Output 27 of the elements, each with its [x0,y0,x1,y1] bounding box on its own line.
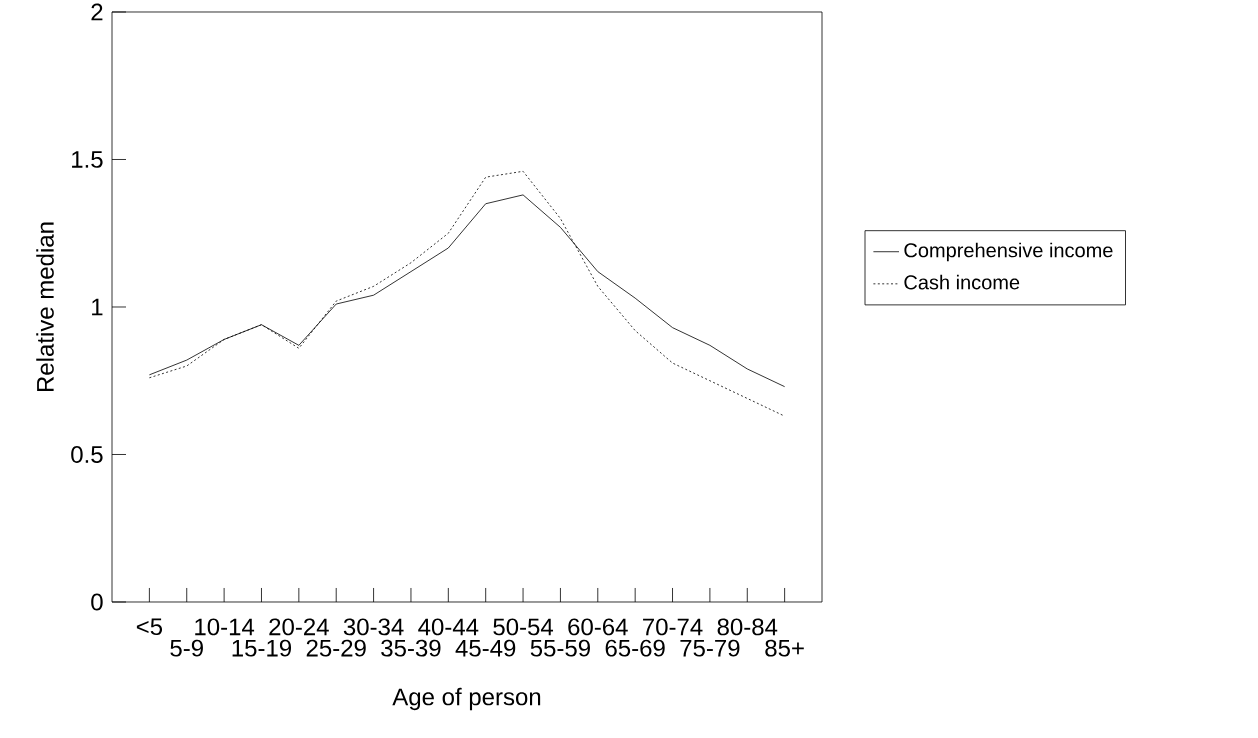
x-tick-label: 5-9 [170,639,203,657]
y-tick-label: 0 [91,593,103,611]
x-tick-label: 80-84 [717,618,778,636]
x-axis-title: Age of person [392,687,541,711]
x-tick-label: <5 [136,618,163,636]
legend-label: Cash income [904,274,1020,290]
x-tick-label: 65-69 [605,639,665,657]
legend-label: Comprehensive income [904,242,1113,262]
x-tick-label: 55-59 [530,639,590,657]
x-tick-label: 50-54 [493,618,554,636]
x-tick-label: 20-24 [269,618,329,636]
x-tick-label: 40-44 [418,618,479,636]
x-tick-label: 25-29 [306,639,366,657]
x-tick-label: 60-64 [568,618,628,636]
x-tick-label: 15-19 [232,639,292,657]
x-tick-label: 75-79 [680,639,740,657]
y-tick-label: 2 [91,3,103,21]
x-tick-label: 45-49 [455,639,516,657]
y-tick-label: 1 [92,298,103,316]
x-tick-label: 35-39 [381,639,441,657]
x-tick-label: 30-34 [343,618,404,636]
y-axis-title: Relative median [36,222,54,392]
x-tick-label: 70-74 [643,618,703,636]
y-tick-label: 0.5 [71,446,103,463]
x-tick-label: 10-14 [195,618,255,636]
x-tick-label: 85+ [765,639,804,657]
y-tick-label: 1.5 [72,151,103,168]
